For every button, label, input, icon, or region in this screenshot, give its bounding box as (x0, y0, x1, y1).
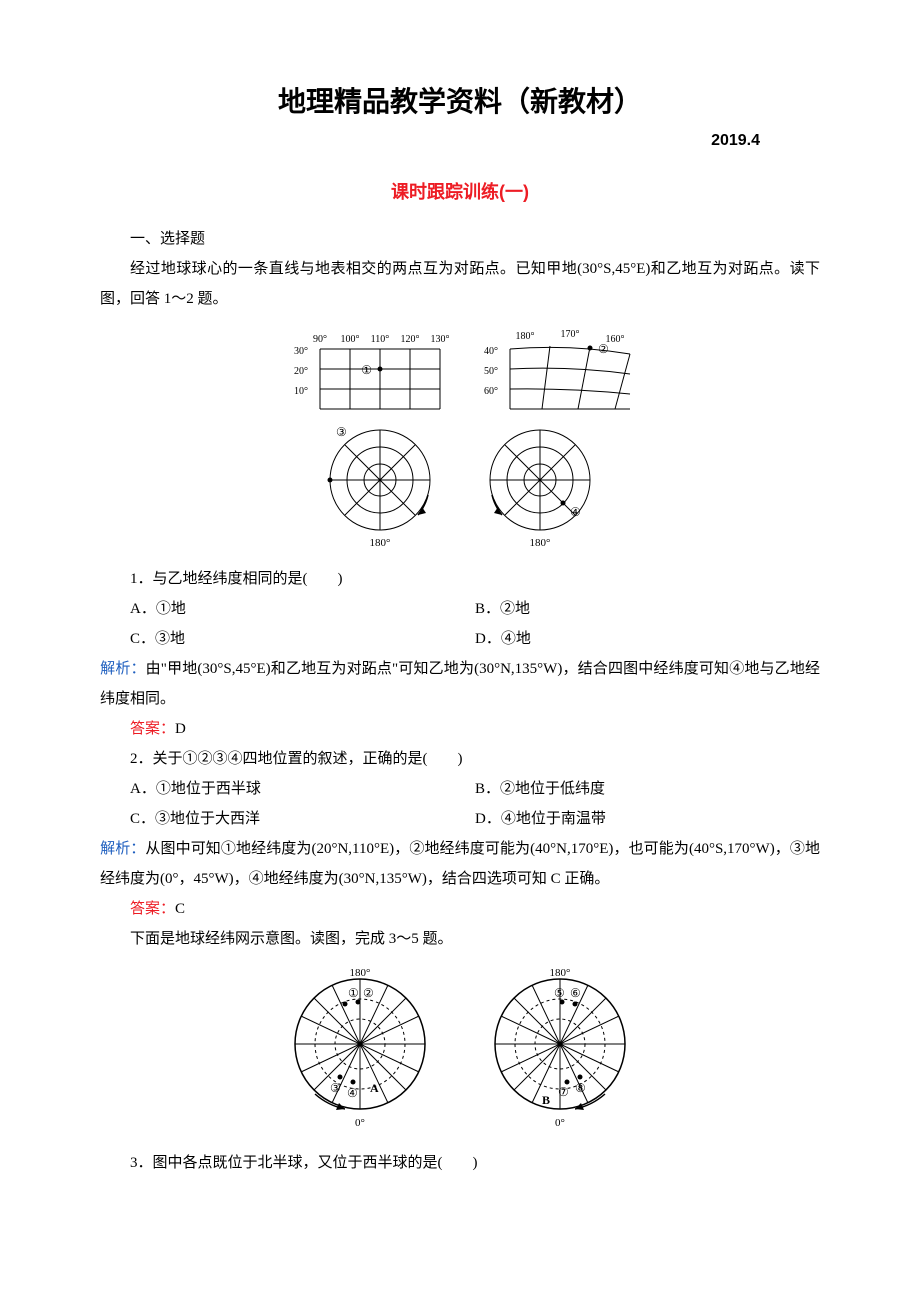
answer-label: 答案： (130, 901, 175, 917)
lat-label: 20° (294, 366, 308, 377)
lon-label: 180° (516, 331, 535, 342)
q1-optA: A．①地 (130, 594, 475, 624)
doc-date: 2019.4 (100, 132, 820, 150)
intro-text-1: 经过地球球心的一条直线与地表相交的两点互为对跖点。已知甲地(30°S,45°E)… (100, 254, 820, 314)
q3-stem: 3．图中各点既位于北半球，又位于西半球的是( ) (100, 1148, 820, 1178)
bottom-label: 0° (355, 1117, 365, 1129)
marker-label-3: ③ (336, 425, 347, 439)
lon-label: 110° (371, 334, 390, 345)
top-label: 180° (550, 967, 571, 979)
q2-analysis: 解析：从图中可知①地经纬度为(20°N,110°E)，②地经纬度可能为(40°N… (100, 834, 820, 894)
marker-label-4: ④ (570, 505, 581, 519)
polar-bottom-label: 180° (530, 537, 551, 549)
analysis-text: 由"甲地(30°S,45°E)和乙地互为对跖点"可知乙地为(30°N,135°W… (100, 661, 820, 707)
lon-label: 130° (431, 334, 450, 345)
answer-text: D (175, 721, 186, 737)
answer-text: C (175, 901, 185, 917)
figure-2: ① ② ③ ④ A 180° 0° (100, 964, 820, 1134)
polar-diagram-right: ④ 180° (470, 420, 610, 550)
grid-diagram-right: 180° 170° 160° 40° 50° 60° ② (470, 324, 640, 414)
lat-label: 40° (484, 346, 498, 357)
marker-label-2: ② (598, 342, 609, 356)
marker-2: ② (363, 986, 374, 1000)
top-label: 180° (350, 967, 371, 979)
lat-label: 10° (294, 386, 308, 397)
marker-3: ③ (330, 1081, 341, 1095)
figure-1: 90° 100° 110° 120° 130° 30° 20° 10° ① (100, 324, 820, 550)
lat-label: 50° (484, 366, 498, 377)
marker-8: ⑧ (575, 1081, 586, 1095)
lat-label: 30° (294, 346, 308, 357)
q2-optA: A．①地位于西半球 (130, 774, 475, 804)
marker-4: ④ (347, 1086, 358, 1100)
analysis-label: 解析： (100, 841, 145, 857)
q1-answer: 答案：D (100, 714, 820, 744)
q1-stem: 1．与乙地经纬度相同的是( ) (100, 564, 820, 594)
lon-label: 120° (401, 334, 420, 345)
q2-optD: D．④地位于南温带 (475, 804, 820, 834)
q1-optB: B．②地 (475, 594, 820, 624)
polar-globe-right: ⑤ ⑥ ⑦ ⑧ B 180° 0° (470, 964, 650, 1134)
marker-6: ⑥ (570, 986, 581, 1000)
q1-analysis: 解析：由"甲地(30°S,45°E)和乙地互为对跖点"可知乙地为(30°N,13… (100, 654, 820, 714)
intro-text-2: 下面是地球经纬网示意图。读图，完成 3～5 题。 (100, 924, 820, 954)
q2-optC: C．③地位于大西洋 (130, 804, 475, 834)
q2-optB: B．②地位于低纬度 (475, 774, 820, 804)
grid-diagram-left: 90° 100° 110° 120° 130° 30° 20° 10° ① (280, 324, 450, 414)
marker-5: ⑤ (554, 986, 565, 1000)
bottom-label: 0° (555, 1117, 565, 1129)
marker-label-1: ① (361, 363, 372, 377)
polar-bottom-label: 180° (370, 537, 391, 549)
lon-label: 170° (561, 329, 580, 340)
answer-label: 答案： (130, 721, 175, 737)
section-heading: 一、选择题 (100, 224, 820, 254)
analysis-text: 从图中可知①地经纬度为(20°N,110°E)，②地经纬度可能为(40°N,17… (100, 841, 820, 887)
side-label-b: B (542, 1093, 550, 1107)
analysis-label: 解析： (100, 661, 146, 677)
main-title: 地理精品教学资料（新教材） (100, 80, 820, 120)
q2-answer: 答案：C (100, 894, 820, 924)
sub-title: 课时跟踪训练(一) (100, 178, 820, 204)
polar-globe-left: ① ② ③ ④ A 180° 0° (270, 964, 450, 1134)
point-marker (328, 478, 333, 483)
marker-1: ① (348, 986, 359, 1000)
lon-label: 90° (313, 334, 327, 345)
polar-diagram-left: ③ 180° (310, 420, 450, 550)
lat-label: 60° (484, 386, 498, 397)
side-label-a: A (370, 1081, 379, 1095)
point-marker (561, 501, 566, 506)
marker-7: ⑦ (558, 1085, 569, 1099)
q1-optD: D．④地 (475, 624, 820, 654)
q1-optC: C．③地 (130, 624, 475, 654)
q2-stem: 2．关于①②③④四地位置的叙述，正确的是( ) (100, 744, 820, 774)
lon-label: 100° (341, 334, 360, 345)
point-marker (588, 346, 593, 351)
point-marker (378, 367, 383, 372)
